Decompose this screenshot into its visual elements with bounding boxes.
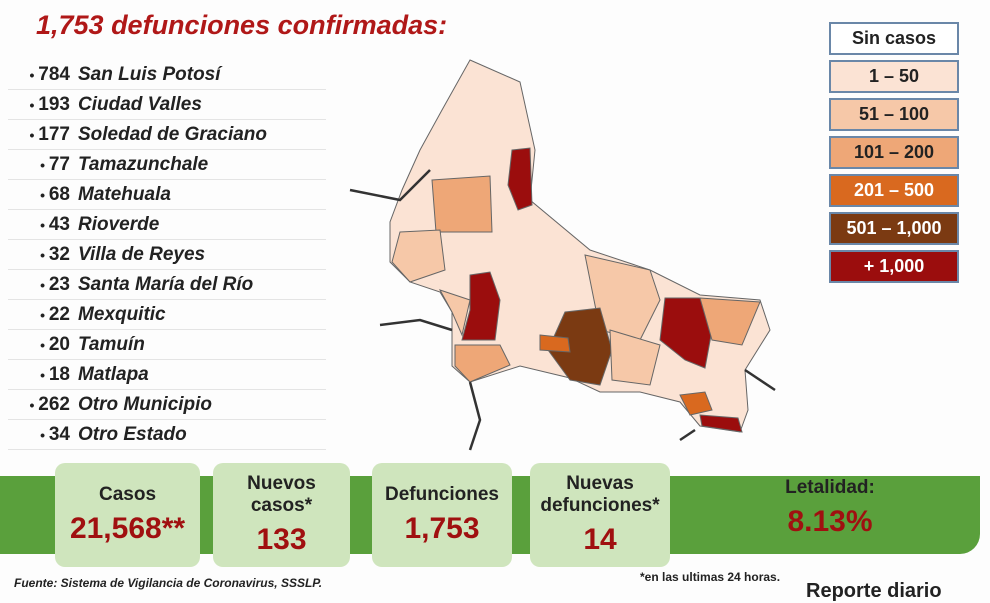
legend-item: Sin casos (829, 22, 959, 55)
municipality-name: Tamazunchale (78, 153, 209, 175)
death-count: 32 (8, 244, 78, 266)
title: 1,753 defunciones confirmadas: (36, 10, 448, 40)
death-count: 43 (8, 214, 78, 236)
footnote: *en las ultimas 24 horas. (640, 570, 781, 584)
death-count: 22 (8, 304, 78, 326)
legend-item: 101 – 200 (829, 136, 959, 169)
death-count: 784 (8, 64, 78, 86)
legend-item: 51 – 100 (829, 98, 959, 131)
stat-label: Casos (98, 484, 157, 505)
municipality-name: Otro Estado (78, 423, 187, 445)
municipality-name: Matehuala (78, 183, 171, 205)
death-count: 18 (8, 364, 78, 386)
municipality-name: Soledad de Graciano (78, 123, 267, 145)
death-count: 34 (8, 424, 78, 446)
stat-label: Nuevos casos* (247, 473, 316, 516)
stat-box: Nuevas defunciones* 14 (530, 463, 670, 567)
municipality-name: Otro Municipio (78, 393, 213, 415)
legend-item: 501 – 1,000 (829, 212, 959, 245)
death-count: 177 (8, 124, 78, 146)
death-count: 20 (8, 334, 78, 356)
stat-label: Defunciones (384, 484, 500, 505)
stat-label: Nuevas defunciones* (540, 473, 660, 516)
stat-box: Defunciones 1,753 (372, 463, 512, 567)
municipality-name: Ciudad Valles (78, 93, 202, 115)
stat-label: Letalidad: (785, 477, 875, 498)
municipality-name: Rioverde (78, 213, 160, 235)
death-count: 262 (8, 394, 78, 416)
legend: Sin casos 1 – 50 51 – 100 101 – 200 201 – 50… (829, 22, 959, 288)
municipality-name: Tamuín (78, 333, 145, 355)
municipality-name: Mexquitic (78, 303, 166, 325)
stat-box: Letalidad: 8.13% (700, 463, 960, 581)
stat-value: 133 (256, 523, 307, 556)
legend-item: 201 – 500 (829, 174, 959, 207)
legend-item: + 1,000 (829, 250, 959, 283)
source-note: Fuente: Sistema de Vigilancia de Coronav… (14, 576, 323, 590)
state-map (349, 59, 776, 451)
stat-box: Nuevos casos* 133 (213, 463, 350, 567)
stat-value: 8.13% (787, 505, 873, 538)
municipality-name: San Luis Potosí (78, 63, 221, 85)
death-count: 77 (8, 154, 78, 176)
stat-value: 1,753 (404, 512, 480, 545)
death-count: 23 (8, 274, 78, 296)
legend-item: 1 – 50 (829, 60, 959, 93)
death-count: 68 (8, 184, 78, 206)
stat-value: 21,568** (69, 512, 186, 545)
municipality-name: Matlapa (78, 363, 149, 385)
municipality-name: Villa de Reyes (78, 243, 206, 265)
death-count: 193 (8, 94, 78, 116)
municipality-name: Santa María del Río (78, 273, 254, 295)
report-label: Reporte diario (806, 580, 942, 602)
stat-box: Casos 21,568** (55, 463, 200, 567)
stat-value: 14 (583, 523, 617, 556)
